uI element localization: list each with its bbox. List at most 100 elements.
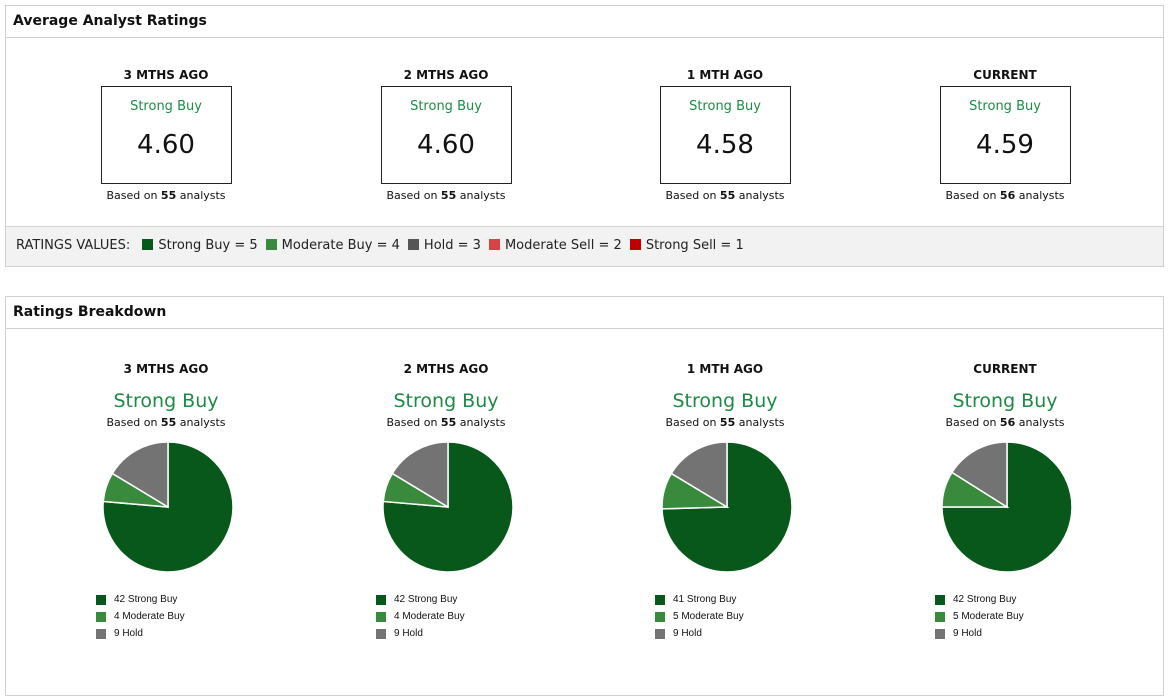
pie-legend-label: 42 Strong Buy [394,594,458,605]
pie-legend-label: 9 Hold [673,628,702,639]
pie-legend: 42 Strong Buy 5 Moderate Buy 9 Hold [935,591,1105,642]
analysts-text: analysts [179,416,226,429]
rating-label: Strong Buy [969,99,1041,114]
pie-slice [391,441,449,509]
pie-legend: 41 Strong Buy 5 Moderate Buy 9 Hold [655,591,825,642]
count: 55 [440,416,457,429]
pie-legend-label: 42 Strong Buy [114,594,178,605]
legend-swatch [488,239,500,250]
analysts-text: analysts [1018,189,1065,202]
rating-period-card: 2 MTHS AGO Strong Buy 4.60 Based on 55 an… [346,68,546,202]
ratings-pie-chart [382,441,514,573]
analyst-count: Based on 55 analysts [625,189,825,202]
analysts-text: analysts [738,189,785,202]
pie-legend-item: 42 Strong Buy [935,591,1105,608]
based-text: Based on [945,416,997,429]
pie-legend-item: 42 Strong Buy [96,591,266,608]
analysts-text: analysts [1018,416,1065,429]
pie-legend-label: 5 Moderate Buy [673,611,744,622]
rating-box: Strong Buy 4.59 [939,86,1071,184]
period-label: CURRENT [973,68,1037,82]
rating-period-card: 3 MTHS AGO Strong Buy 4.60 Based on 55 an… [66,68,266,202]
pie-legend: 42 Strong Buy 4 Moderate Buy 9 Hold [376,591,546,642]
period-label: 3 MTHS AGO [123,68,209,82]
legend-swatch [376,628,386,639]
pie-legend-item: 9 Hold [655,625,825,642]
legend-swatch [935,628,945,639]
legend-item: Strong Sell = 1 [645,238,744,253]
pie-legend-label: 4 Moderate Buy [394,611,465,622]
legend-swatch [407,239,419,250]
count: 55 [440,189,457,202]
rating-value: 4.60 [137,130,195,160]
count: 55 [719,189,736,202]
ratings-breakdown-panel: Ratings Breakdown 3 MTHS AGO Strong Buy … [5,296,1164,696]
pie-legend-label: 42 Strong Buy [953,594,1017,605]
legend-swatch [96,594,106,605]
pie-legend-label: 4 Moderate Buy [114,611,185,622]
legend-swatch [376,594,386,605]
based-text: Based on [665,189,717,202]
based-text: Based on [106,416,158,429]
ratings-pie-chart [661,441,793,573]
legend-item: Moderate Sell = 2 [504,238,622,253]
average-ratings-panel: Average Analyst Ratings 3 MTHS AGO Stron… [5,5,1164,267]
panel-title: Average Analyst Ratings [6,6,1163,38]
legend-swatch [96,628,106,639]
pie-legend-label: 9 Hold [394,628,423,639]
pie-legend-label: 9 Hold [114,628,143,639]
based-text: Based on [386,189,438,202]
rating-value: 4.58 [696,130,754,160]
rating-label: Strong Buy [130,99,202,114]
analysts-text: analysts [459,416,506,429]
pie-legend-label: 5 Moderate Buy [953,611,1024,622]
breakdown-period: CURRENT Strong Buy Based on 56 analysts … [905,362,1105,642]
legend-swatch [265,239,277,250]
pie-slice [111,441,169,509]
rating-label: Strong Buy [113,390,219,412]
count: 56 [999,189,1016,202]
period-label: 1 MTH AGO [686,68,764,82]
pie-legend-item: 5 Moderate Buy [655,608,825,625]
period-label: 3 MTHS AGO [123,362,209,376]
rating-box: Strong Buy 4.60 [100,86,232,184]
rating-period-card: 1 MTH AGO Strong Buy 4.58 Based on 55 ana… [625,68,825,202]
rating-value: 4.59 [976,130,1034,160]
legend-swatch [629,239,641,250]
legend-item: Hold = 3 [423,238,481,253]
rating-label: Strong Buy [410,99,482,114]
rating-label: Strong Buy [393,390,499,412]
legend-swatch [96,611,106,622]
rating-label: Strong Buy [952,390,1058,412]
analysts-text: analysts [738,416,785,429]
rating-label: Strong Buy [672,390,778,412]
analyst-count: Based on 55 analysts [346,189,546,202]
pie-legend-item: 4 Moderate Buy [376,608,546,625]
period-label: 1 MTH AGO [686,362,764,376]
period-label: CURRENT [973,362,1037,376]
pie-legend: 42 Strong Buy 4 Moderate Buy 9 Hold [96,591,266,642]
pie-slice [950,441,1008,509]
pie-slice [661,441,793,573]
analyst-count: Based on 55 analysts [66,189,266,202]
rating-box: Strong Buy 4.60 [380,86,512,184]
legend-label: RATINGS VALUES: [16,238,131,253]
pie-legend-item: 9 Hold [935,625,1105,642]
ratings-pie-chart [102,441,234,573]
pie-legend-item: 5 Moderate Buy [935,608,1105,625]
ratings-values-legend: RATINGS VALUES: Strong Buy = 5 Moderate B… [6,226,1163,266]
panel-title: Ratings Breakdown [6,297,1163,329]
analyst-count: Based on 55 analysts [66,416,266,429]
breakdown-period: 3 MTHS AGO Strong Buy Based on 55 analys… [66,362,266,642]
pie-legend-item: 9 Hold [376,625,546,642]
pie-legend-item: 42 Strong Buy [376,591,546,608]
rating-value: 4.60 [417,130,475,160]
based-text: Based on [945,189,997,202]
based-text: Based on [665,416,717,429]
rating-period-card: CURRENT Strong Buy 4.59 Based on 56 analy… [905,68,1105,202]
legend-swatch [655,628,665,639]
period-label: 2 MTHS AGO [403,362,489,376]
legend-swatch [935,611,945,622]
pie-slice [670,441,728,509]
pie-legend-item: 41 Strong Buy [655,591,825,608]
